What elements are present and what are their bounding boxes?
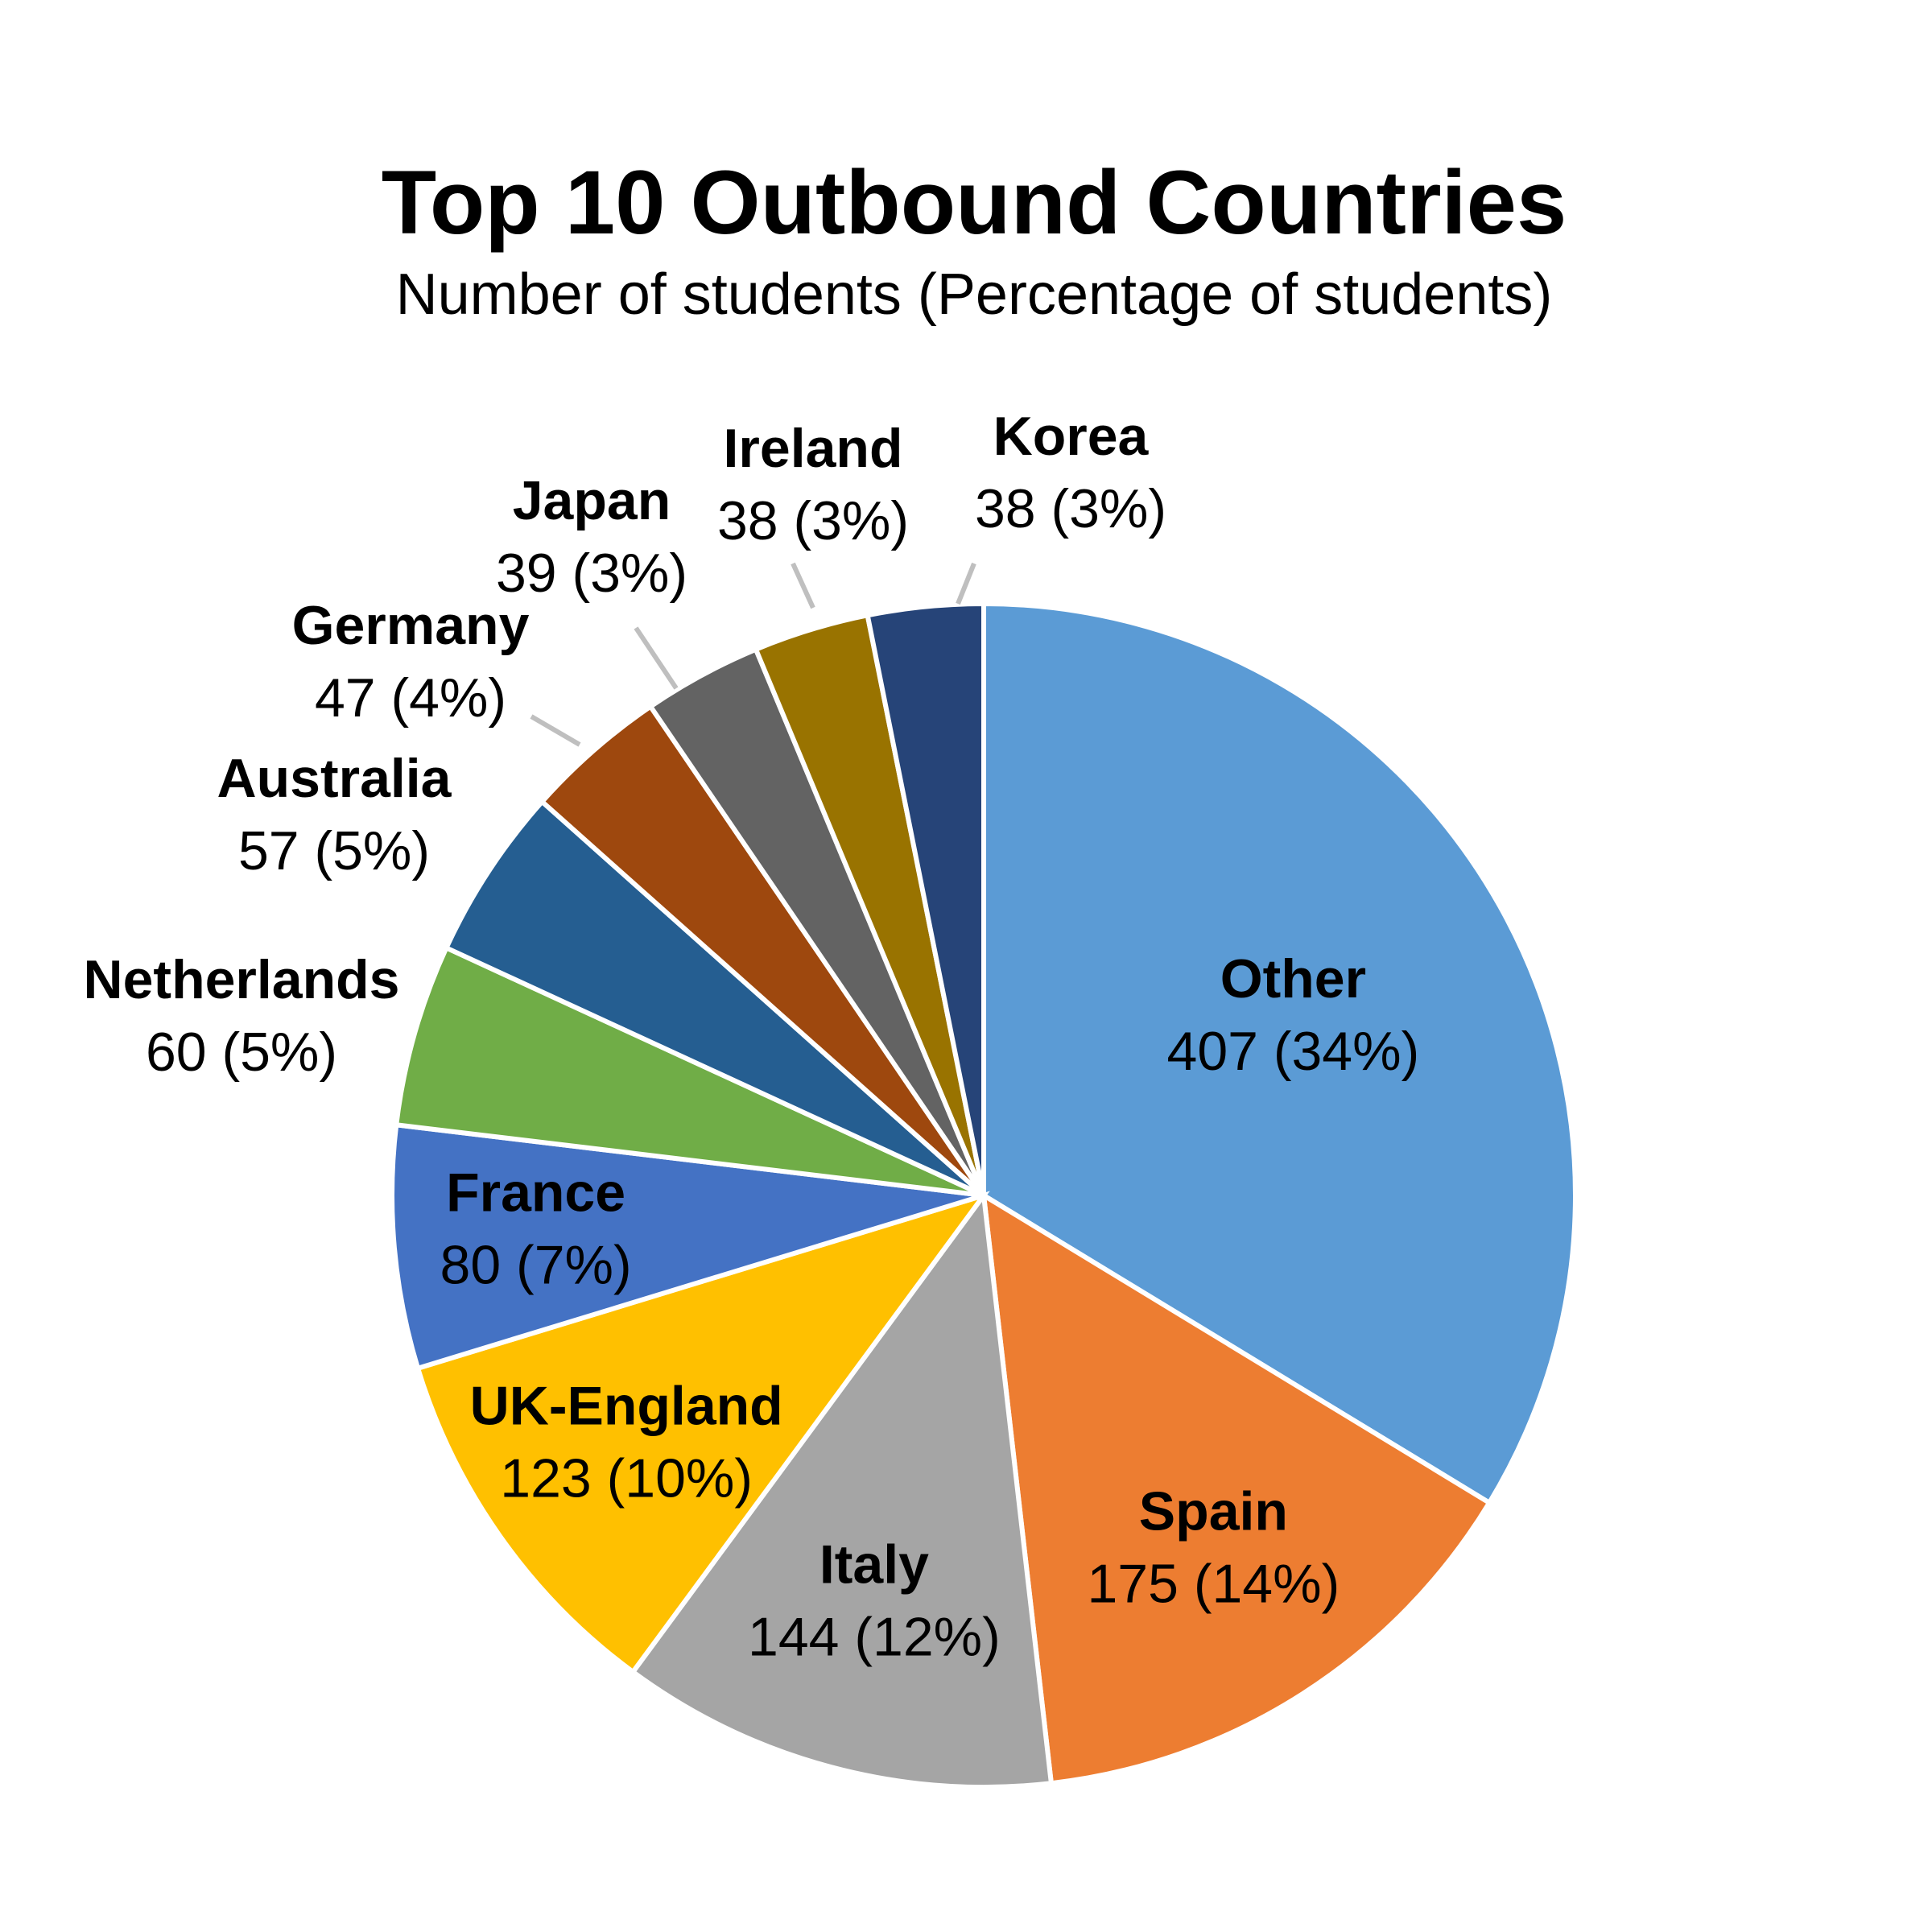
slice-label-australia: Australia <box>217 748 452 809</box>
pie-slice-australia <box>443 798 985 1198</box>
pie-slice-netherlands <box>393 944 985 1198</box>
leader-line-japan <box>634 626 679 690</box>
pie-slice-other <box>981 601 1578 1506</box>
leader-line-korea <box>956 562 976 605</box>
chart-title: Top 10 Outbound Countries <box>382 152 1567 253</box>
slice-value-spain: 175 (14%) <box>1087 1554 1340 1615</box>
slice-value-netherlands: 60 (5%) <box>146 1022 337 1083</box>
slice-value-germany: 47 (4%) <box>315 667 506 729</box>
slice-label-italy: Italy <box>819 1534 929 1595</box>
leader-lines <box>530 562 976 747</box>
slice-value-korea: 38 (3%) <box>975 478 1166 539</box>
leader-line-ireland <box>791 562 815 609</box>
pie-slice-italy <box>630 1189 1055 1790</box>
slice-label-spain: Spain <box>1139 1481 1288 1542</box>
slice-value-japan: 39 (3%) <box>496 543 687 604</box>
slice-label-france: France <box>446 1162 625 1223</box>
chart-subtitle: Number of students (Percentage of studen… <box>396 262 1553 327</box>
pie-slice-korea <box>865 601 986 1196</box>
slice-label-ireland: Ireland <box>724 418 903 479</box>
slice-label-germany: Germany <box>292 595 530 656</box>
slice-value-ireland: 38 (3%) <box>717 490 909 551</box>
pie-slice-uk-england <box>415 1191 990 1676</box>
pie-slice-spain <box>980 1191 1493 1786</box>
slice-labels: Other 407 (34%) Spain 175 (14%) Italy 144 (12… <box>84 406 1420 1667</box>
slice-label-japan: Japan <box>513 470 671 531</box>
slice-value-other: 407 (34%) <box>1167 1021 1420 1082</box>
slice-label-other: Other <box>1220 948 1366 1009</box>
slice-label-netherlands: Netherlands <box>84 949 400 1010</box>
slice-value-uk-england: 123 (10%) <box>500 1447 753 1509</box>
pie-slice-france <box>390 1121 985 1372</box>
slice-value-france: 80 (7%) <box>440 1234 632 1295</box>
slice-value-australia: 57 (5%) <box>238 820 430 881</box>
slice-label-uk-england: UK-England <box>470 1375 783 1436</box>
leader-line-germany <box>530 714 581 747</box>
pie-slices <box>390 601 1578 1790</box>
slice-value-italy: 144 (12%) <box>748 1606 1001 1667</box>
slice-label-korea: Korea <box>993 406 1150 467</box>
